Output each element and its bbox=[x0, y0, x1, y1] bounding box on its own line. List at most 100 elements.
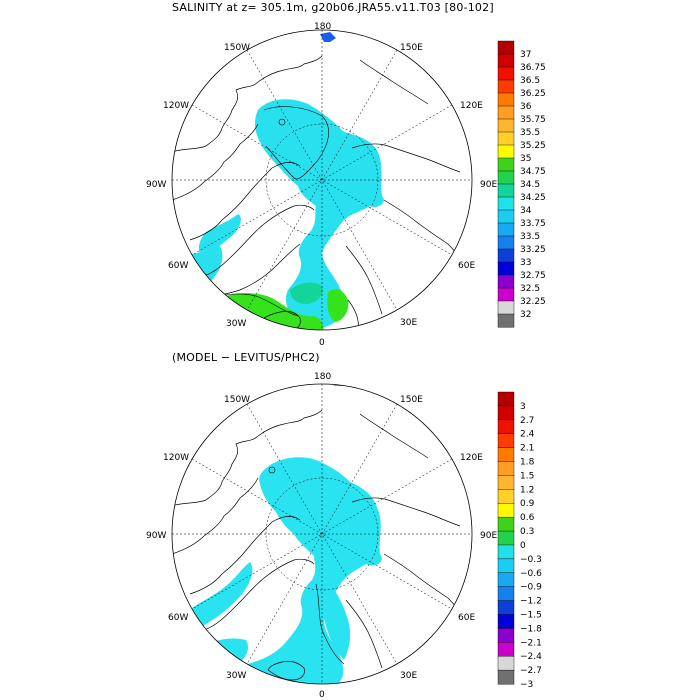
colorbar-tick-label: 33.25 bbox=[520, 245, 546, 255]
colorbar-tick-label: −2.1 bbox=[520, 638, 542, 648]
colorbar-swatch bbox=[497, 209, 515, 224]
bottom-lon-label-60e: 60E bbox=[458, 613, 475, 623]
colorbar-tick-label: 35.5 bbox=[520, 128, 540, 138]
top-teal-band bbox=[290, 282, 324, 304]
colorbar-tick-label: 32.75 bbox=[520, 271, 546, 281]
colorbar-swatch bbox=[497, 433, 515, 449]
colorbar-tick-label: −0.3 bbox=[520, 555, 542, 565]
top-lon-label-150w: 150W bbox=[224, 43, 250, 53]
top-lon-label-180: 180 bbox=[314, 22, 331, 32]
colorbar-tick-label: 32.5 bbox=[520, 284, 540, 294]
top-salinity-field bbox=[255, 99, 384, 329]
bottom-lon-label-30w: 30W bbox=[226, 671, 246, 681]
colorbar-swatch bbox=[497, 530, 515, 546]
colorbar-swatch bbox=[497, 248, 515, 263]
colorbar-tick-label: 35 bbox=[520, 154, 531, 164]
bottom-colorbar: 3 2.7 2.4 2.1 1.8 1.5 1.2 0.9 0.6 0.3 0 −0.3 −0.6 −0.… bbox=[497, 391, 542, 690]
bottom-difference-field bbox=[230, 457, 382, 684]
colorbar-tick-label: 32 bbox=[520, 310, 531, 320]
colorbar-tick-label: 2.7 bbox=[520, 416, 534, 426]
top-lon-label-120e: 120E bbox=[460, 101, 483, 111]
colorbar-swatch bbox=[497, 118, 515, 133]
colorbar-swatch bbox=[497, 66, 515, 81]
top-salinity-field-west bbox=[198, 214, 241, 258]
colorbar-tick-label: 34.75 bbox=[520, 167, 546, 177]
bottom-atlantic-patch bbox=[323, 584, 351, 660]
colorbar-tick-label: 34.5 bbox=[520, 180, 540, 190]
colorbar-tick-label: 36.25 bbox=[520, 89, 546, 99]
colorbar-tick-label: 2.1 bbox=[520, 444, 534, 454]
colorbar-tick-label: 33.5 bbox=[520, 232, 540, 242]
colorbar-tick-label: 0.9 bbox=[520, 499, 535, 509]
colorbar-swatch bbox=[497, 503, 515, 518]
bottom-lon-label-120e: 120E bbox=[460, 453, 483, 463]
colorbar-swatch bbox=[497, 516, 515, 532]
colorbar-tick-label: −1.2 bbox=[520, 597, 542, 607]
colorbar-tick-label: 0.3 bbox=[520, 527, 534, 537]
colorbar-tick-label: 32.25 bbox=[520, 297, 546, 307]
colorbar-swatch bbox=[497, 544, 515, 560]
colorbar-swatch bbox=[497, 40, 515, 55]
colorbar-tick-label: −1.8 bbox=[520, 624, 542, 634]
colorbar-swatch bbox=[497, 157, 515, 172]
colorbar-tick-label: 33 bbox=[520, 258, 531, 268]
colorbar-swatch bbox=[497, 669, 515, 685]
colorbar-swatch bbox=[497, 287, 515, 302]
colorbar-swatch bbox=[497, 419, 515, 435]
colorbar-tick-label: −1.5 bbox=[520, 610, 542, 620]
top-lon-label-90w: 90W bbox=[146, 180, 166, 190]
colorbar-swatch bbox=[497, 391, 515, 407]
colorbar-swatch bbox=[497, 405, 515, 421]
colorbar-tick-label: −3 bbox=[520, 680, 533, 690]
colorbar-tick-label: 1.8 bbox=[520, 458, 535, 468]
bottom-longitude-labels: 180 150E 120E 90E 60E 30E 0 30W 60W 90W … bbox=[146, 372, 497, 700]
bottom-difference-field-west bbox=[176, 562, 253, 644]
top-lon-label-30w: 30W bbox=[226, 319, 246, 329]
top-lon-label-60e: 60E bbox=[458, 261, 475, 271]
top-lon-label-30e: 30E bbox=[400, 318, 417, 328]
colorbar-swatch bbox=[497, 144, 515, 159]
bottom-lon-label-30e: 30E bbox=[400, 671, 417, 681]
top-lon-label-150e: 150E bbox=[400, 43, 423, 53]
colorbar-tick-label: 2.4 bbox=[520, 430, 535, 440]
colorbar-tick-label: 35.25 bbox=[520, 141, 546, 151]
colorbar-swatch bbox=[497, 558, 515, 574]
colorbar-swatch bbox=[497, 300, 515, 315]
colorbar-tick-label: 34 bbox=[520, 206, 532, 216]
colorbar-swatch bbox=[497, 475, 515, 490]
colorbar-swatch bbox=[497, 628, 515, 643]
bottom-lon-label-150w: 150W bbox=[224, 395, 250, 405]
top-green-fram bbox=[327, 289, 349, 322]
colorbar-tick-label: 36.5 bbox=[520, 76, 540, 86]
bottom-map-title: (MODEL − LEVITUS/PHC2) bbox=[172, 351, 320, 364]
bottom-lon-label-0: 0 bbox=[319, 690, 325, 700]
colorbar-tick-label: 3 bbox=[520, 402, 526, 412]
colorbar-swatch bbox=[497, 489, 515, 504]
colorbar-tick-label: −2.7 bbox=[520, 666, 542, 676]
top-colorbar: 37 36.75 36.5 36.25 36 35.75 35.5 35.25 35 34.75 3… bbox=[497, 40, 546, 328]
bottom-lon-label-90e: 90E bbox=[480, 531, 497, 541]
top-map-title: SALINITY at z= 305.1m, g20b06.JRA55.v11.… bbox=[172, 1, 494, 14]
top-green-band bbox=[196, 292, 228, 306]
top-lon-label-60w: 60W bbox=[168, 261, 188, 271]
colorbar-swatch bbox=[497, 586, 515, 602]
colorbar-swatch bbox=[497, 614, 515, 629]
colorbar-swatch bbox=[497, 92, 515, 107]
colorbar-tick-label: 36.75 bbox=[520, 63, 546, 73]
colorbar-swatch bbox=[497, 235, 515, 250]
top-polar-map: 180 150E 120E 90E 60E 30E 0 30W 60W 90W … bbox=[146, 22, 497, 348]
colorbar-tick-label: 34.25 bbox=[520, 193, 546, 203]
colorbar-swatch bbox=[497, 572, 515, 588]
colorbar-tick-label: 35.75 bbox=[520, 115, 546, 125]
colorbar-tick-label: 0 bbox=[520, 541, 526, 551]
bottom-lon-label-150e: 150E bbox=[400, 395, 423, 405]
colorbar-tick-label: 33.75 bbox=[520, 219, 546, 229]
colorbar-swatch bbox=[497, 53, 515, 68]
top-lon-label-120w: 120W bbox=[163, 101, 189, 111]
colorbar-swatch bbox=[497, 313, 515, 328]
bottom-lon-label-60w: 60W bbox=[168, 613, 188, 623]
colorbar-swatch bbox=[497, 447, 515, 463]
colorbar-tick-label: 0.6 bbox=[520, 513, 535, 523]
bottom-lon-label-180: 180 bbox=[314, 372, 331, 382]
